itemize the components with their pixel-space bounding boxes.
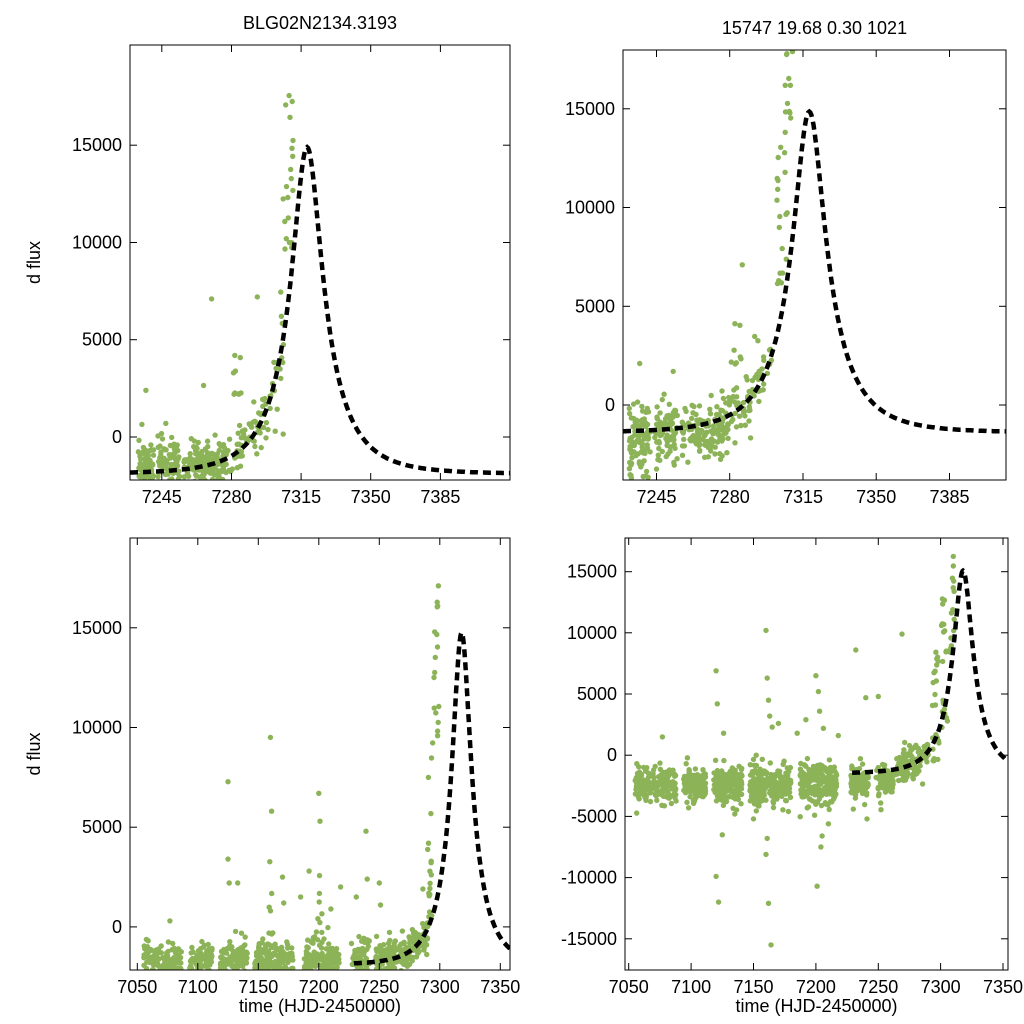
x-tick-label: 7150 — [238, 977, 278, 997]
plot-frame — [129, 537, 511, 971]
axis-labels: 7050 7100 7150 7200 7250 7300 7350 -15000 -10000… — [561, 562, 1023, 997]
y-tick-label: -15000 — [561, 929, 617, 949]
y-axis-label: d flux — [24, 732, 44, 775]
plot-frame — [129, 44, 511, 481]
y-tick-label: 15000 — [567, 562, 617, 582]
y-tick-label: 10000 — [72, 718, 122, 738]
x-tick-label: 7300 — [420, 977, 460, 997]
panel-top-left: 7245 7280 7315 7350 7385 0 5000 10000 15000 BLG02… — [24, 13, 511, 507]
model-curve — [353, 628, 510, 966]
axis-labels: 7245 7280 7315 7350 7385 0 5000 10000 15000 — [72, 135, 460, 507]
x-axis-label: time (HJD-2450000) — [735, 996, 897, 1016]
x-tick-label: 7100 — [178, 977, 218, 997]
y-tick-label: 15000 — [565, 99, 615, 119]
scatter-points — [632, 553, 957, 948]
model-curve — [852, 567, 1008, 775]
plot-frame — [622, 49, 1007, 481]
x-tick-label: 7385 — [420, 487, 460, 507]
x-tick-label: 7350 — [983, 977, 1023, 997]
y-tick-label: 0 — [607, 745, 617, 765]
x-tick-label: 7250 — [858, 977, 898, 997]
x-axis-label: time (HJD-2450000) — [239, 996, 401, 1016]
x-tick-label: 7385 — [929, 487, 969, 507]
panel-bottom-left: 7050 7100 7150 7200 7250 7300 7350 0 5000 10000 15… — [24, 537, 520, 1016]
x-tick-label: 7050 — [117, 977, 157, 997]
x-tick-label: 7280 — [710, 487, 750, 507]
y-tick-label: 10000 — [567, 623, 617, 643]
y-tick-label: 15000 — [72, 618, 122, 638]
panel-title: BLG02N2134.3193 — [243, 13, 397, 33]
x-tick-label: 7100 — [671, 977, 711, 997]
x-tick-label: 7350 — [351, 487, 391, 507]
plot-frame — [624, 537, 1009, 971]
axis-labels: 7050 7100 7150 7200 7250 7300 7350 0 5000 10000 15… — [72, 618, 520, 997]
y-tick-label: 5000 — [577, 684, 617, 704]
x-tick-label: 7050 — [609, 977, 649, 997]
y-tick-label: -10000 — [561, 868, 617, 888]
x-tick-label: 7315 — [783, 487, 823, 507]
panel-title: 15747 19.68 0.30 1021 — [722, 18, 907, 38]
plot-area — [130, 92, 510, 480]
axis-ticks — [130, 538, 510, 970]
panel-top-right: 7245 7280 7315 7350 7385 0 5000 10000 15000 15747… — [565, 18, 1007, 507]
y-tick-label: 0 — [112, 427, 122, 447]
x-tick-label: 7245 — [636, 487, 676, 507]
y-tick-label: 5000 — [82, 330, 122, 350]
x-tick-label: 7350 — [480, 977, 520, 997]
y-axis-label: d flux — [24, 241, 44, 284]
x-tick-label: 7200 — [796, 977, 836, 997]
x-tick-label: 7150 — [733, 977, 773, 997]
y-tick-label: 0 — [605, 395, 615, 415]
x-tick-label: 7350 — [856, 487, 896, 507]
y-tick-label: 5000 — [575, 296, 615, 316]
x-tick-label: 7300 — [921, 977, 961, 997]
x-tick-label: 7245 — [142, 487, 182, 507]
plot-area — [623, 50, 1006, 480]
x-tick-label: 7250 — [359, 977, 399, 997]
axis-ticks — [623, 50, 1006, 480]
y-tick-label: 10000 — [72, 233, 122, 253]
x-tick-label: 7280 — [211, 487, 251, 507]
panel-bottom-right: 7050 7100 7150 7200 7250 7300 7350 -15000 -10000… — [561, 537, 1023, 1016]
x-tick-label: 7315 — [281, 487, 321, 507]
axis-ticks — [625, 538, 1008, 970]
y-tick-label: 10000 — [565, 198, 615, 218]
axis-labels: 7245 7280 7315 7350 7385 0 5000 10000 15000 — [565, 99, 970, 507]
y-tick-label: -5000 — [571, 806, 617, 826]
y-tick-label: 5000 — [82, 817, 122, 837]
model-curve — [130, 144, 510, 476]
y-tick-label: 15000 — [72, 135, 122, 155]
model-curve — [623, 108, 1006, 434]
axis-ticks — [130, 45, 510, 480]
x-tick-label: 7200 — [299, 977, 339, 997]
plot-area — [632, 553, 1008, 948]
y-tick-label: 0 — [112, 917, 122, 937]
